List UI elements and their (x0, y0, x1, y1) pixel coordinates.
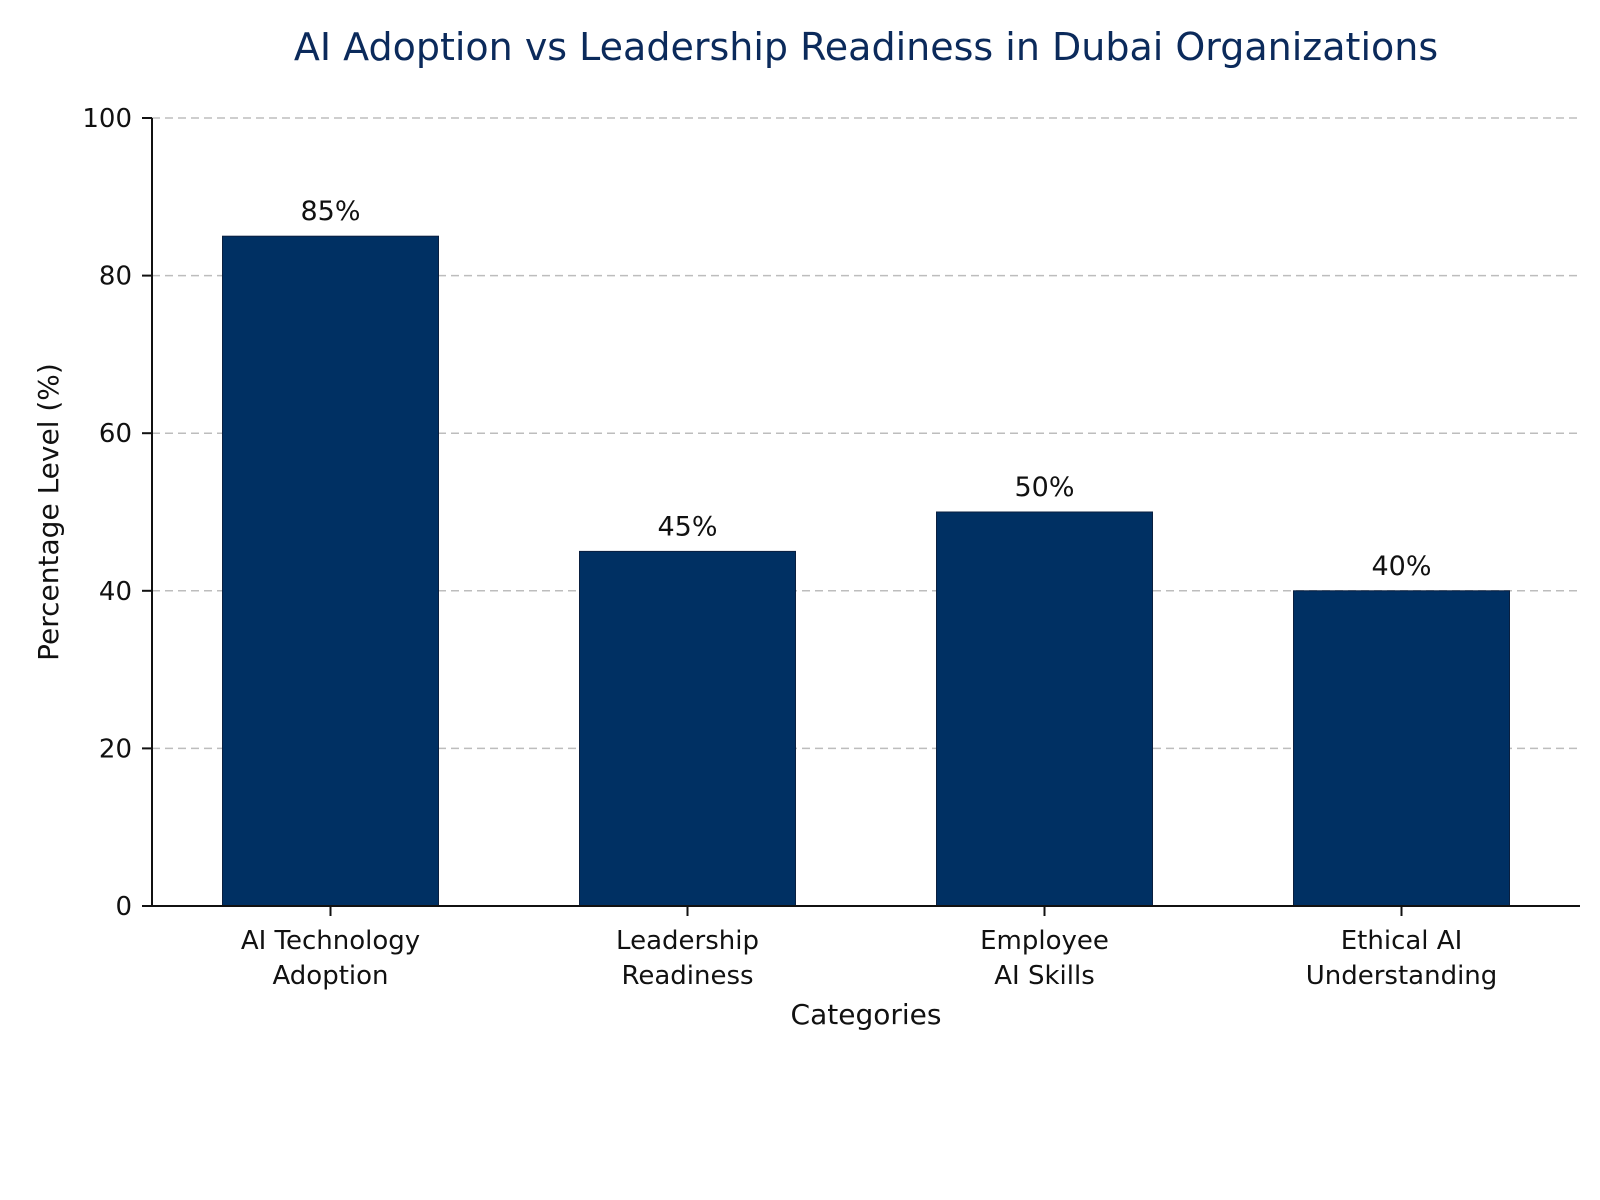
y-axis-label: Percentage Level (%) (32, 363, 65, 661)
bar-value-label: 45% (657, 511, 717, 542)
x-tick-label: Ethical AI Understanding (1306, 926, 1498, 991)
y-tick-label: 40 (99, 577, 132, 607)
y-tick-label: 60 (99, 419, 132, 449)
chart-title: AI Adoption vs Leadership Readiness in D… (294, 25, 1438, 69)
x-axis-label: Categories (791, 998, 942, 1031)
bar (579, 550, 796, 907)
x-tick-label: Leadership Readiness (616, 926, 759, 991)
bar-value-label: 85% (300, 196, 360, 227)
labels-layer: 0 20 40 60 80 100 85% AI Technology Adoption 45% L… (82, 104, 1497, 991)
y-tick-label: 20 (99, 734, 132, 764)
bars-layer (222, 235, 1510, 907)
bar-value-label: 40% (1371, 551, 1431, 582)
x-tick-label: AI Technology Adoption (241, 926, 420, 991)
y-tick-label: 80 (99, 262, 132, 292)
y-tick-label: 100 (82, 104, 132, 134)
y-tick-label: 0 (115, 892, 132, 922)
bar (936, 511, 1153, 907)
bar-value-label: 50% (1014, 472, 1074, 503)
bar (1293, 590, 1510, 907)
x-tick-label: Employee AI Skills (980, 926, 1109, 991)
axes-layer (142, 117, 1580, 916)
bar (222, 235, 439, 907)
